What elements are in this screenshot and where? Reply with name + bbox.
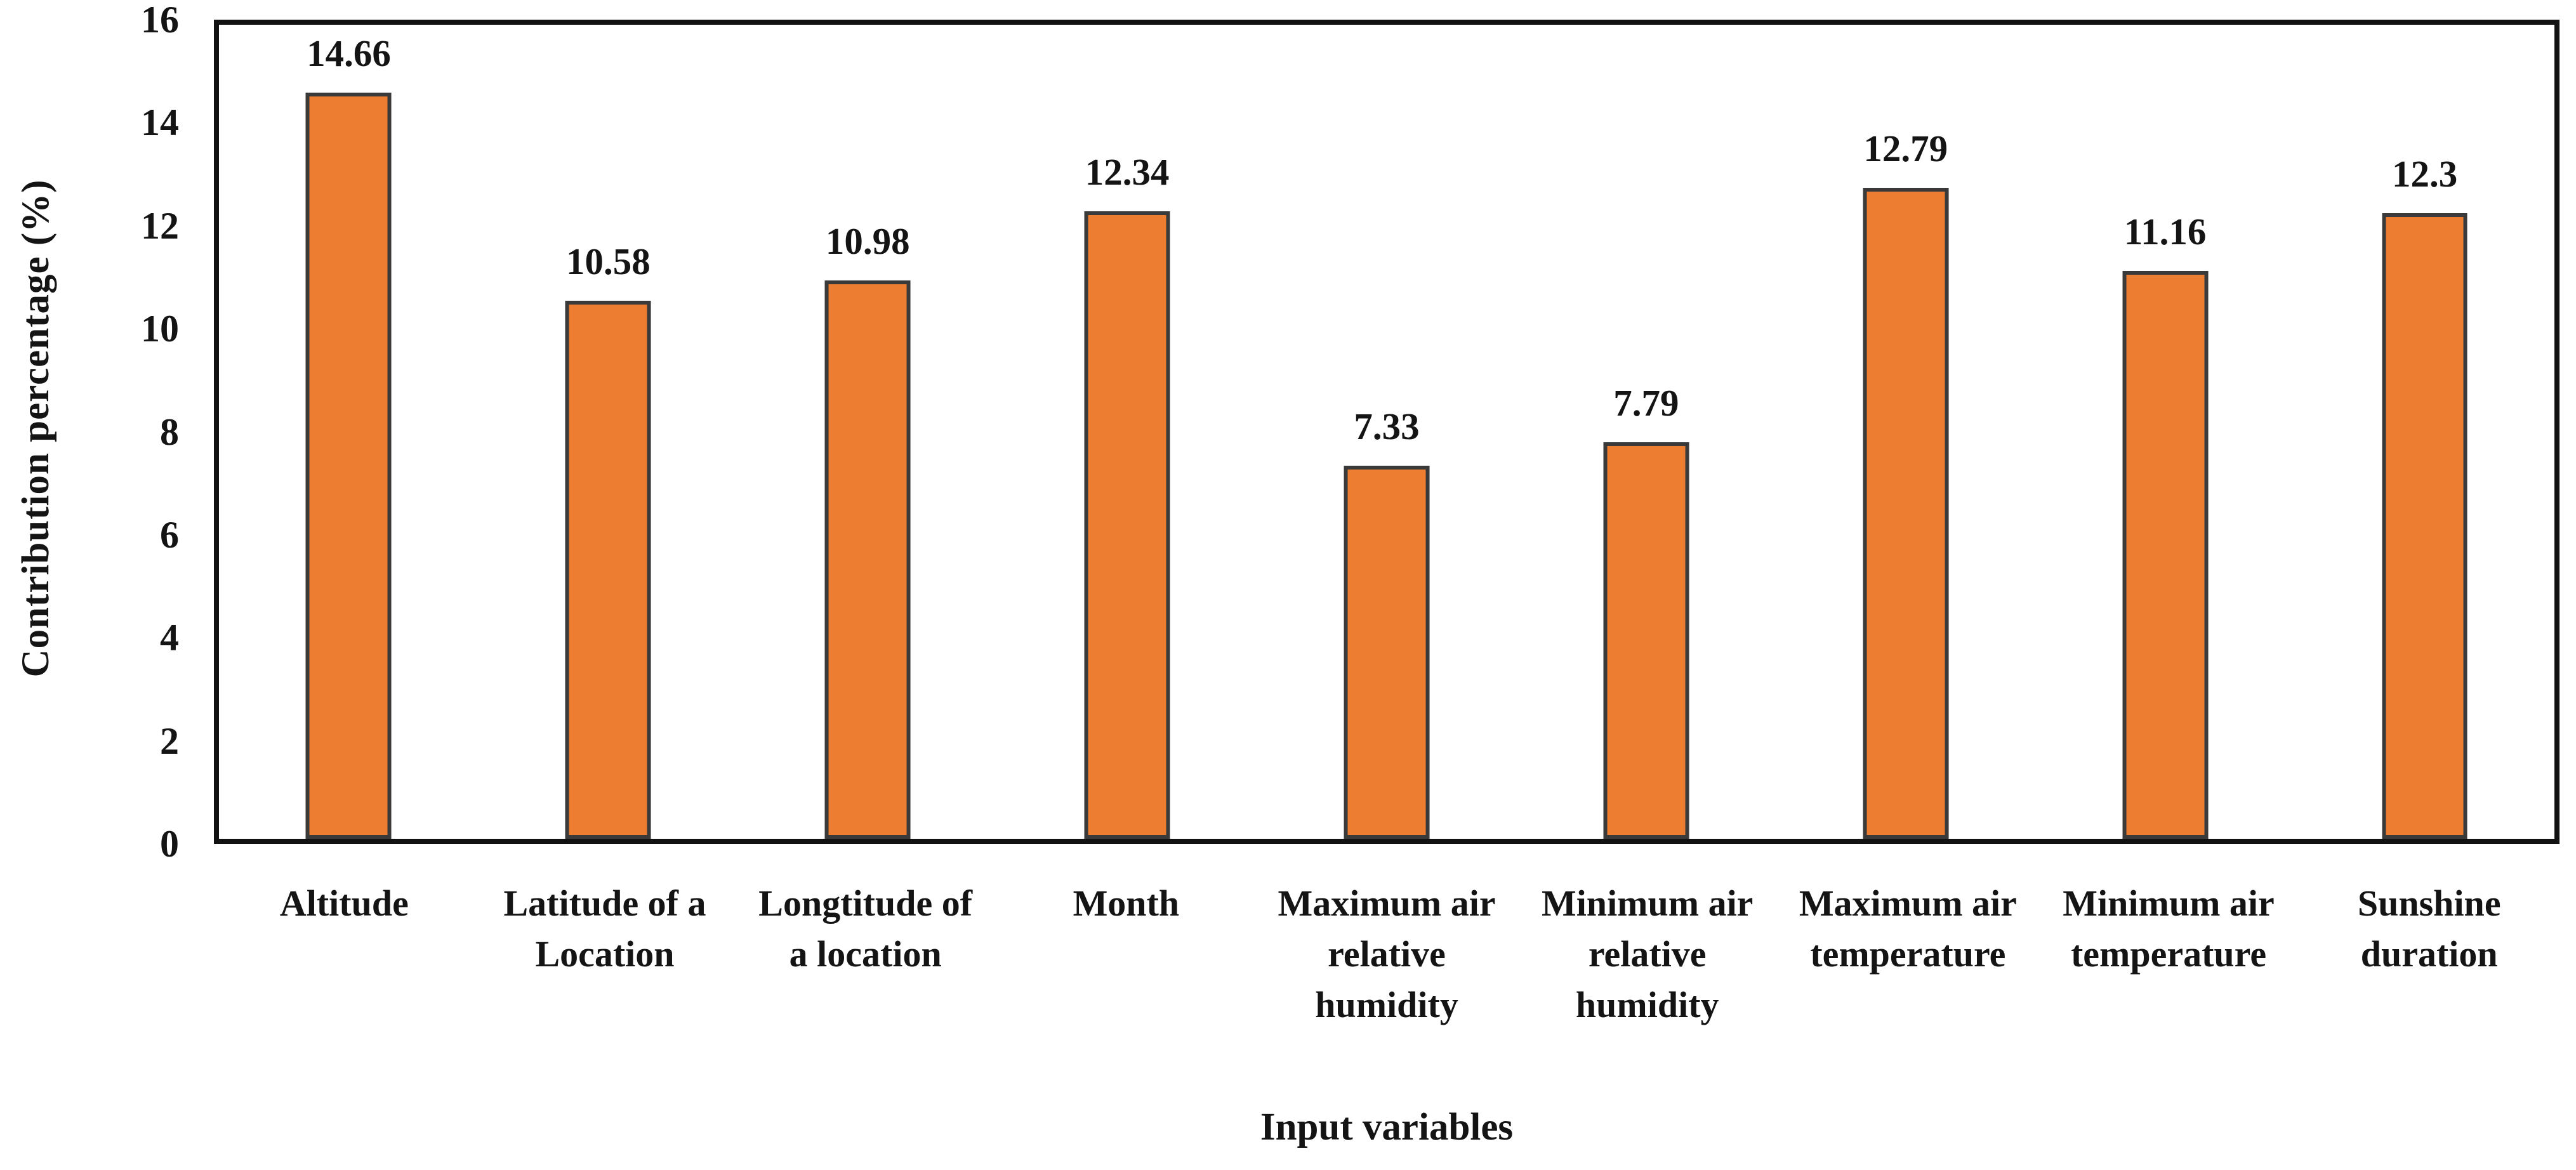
bar — [1603, 442, 1689, 839]
bar-slot: 12.79 — [1776, 25, 2035, 839]
y-tick-label: 16 — [141, 0, 179, 41]
bar-slot: 12.3 — [2295, 25, 2554, 839]
bar-slot: 7.79 — [1516, 25, 1776, 839]
x-category-label: Month — [1073, 883, 1180, 924]
bar-slot: 7.33 — [1257, 25, 1517, 839]
bar — [1084, 211, 1170, 839]
bar — [2122, 271, 2209, 839]
bar — [1863, 188, 1949, 839]
y-tick-label: 14 — [141, 102, 179, 144]
x-axis-title: Input variables — [1260, 1106, 1514, 1148]
y-tick-label: 0 — [160, 823, 179, 865]
y-tick-label: 10 — [141, 308, 179, 350]
y-tick-label: 12 — [141, 204, 179, 247]
bar-value-label: 14.66 — [307, 32, 391, 75]
y-tick-label: 8 — [160, 411, 179, 453]
x-category-label: Maximum air temperature — [1799, 883, 2017, 975]
y-tick-label: 2 — [160, 720, 179, 762]
x-category-label: Minimum air temperature — [2063, 883, 2275, 975]
x-category-label: Altitude — [279, 883, 409, 924]
bar-value-label: 12.34 — [1085, 150, 1170, 193]
bar-value-label: 12.3 — [2391, 152, 2458, 195]
bar-value-label: 11.16 — [2124, 211, 2207, 253]
x-category-label: Sunshine duration — [2357, 883, 2501, 975]
bar-slot: 14.66 — [219, 25, 479, 839]
bar-slot: 10.98 — [738, 25, 998, 839]
bar — [565, 300, 651, 839]
bar-value-label: 10.98 — [825, 220, 910, 262]
bar-slot: 10.58 — [479, 25, 738, 839]
y-tick-label: 6 — [160, 513, 179, 556]
x-axis-category-labels: Altitude Latitude of a Location Longtitude… — [214, 878, 2559, 1030]
bar-value-label: 7.33 — [1354, 405, 1420, 448]
x-category-label: Latitude of a Location — [503, 883, 706, 975]
bar — [2382, 213, 2468, 839]
bar-value-label: 12.79 — [1863, 128, 1948, 170]
bar-slot: 12.34 — [998, 25, 1257, 839]
bar — [1344, 466, 1430, 839]
bar-value-label: 7.79 — [1613, 382, 1679, 424]
x-category-label: Minimum air relative humidity — [1541, 883, 1754, 1026]
y-axis-tick-labels: 0 2 4 6 8 10 12 14 16 — [0, 1, 214, 863]
y-tick-label: 4 — [160, 617, 179, 659]
bar-slot: 11.16 — [2035, 25, 2295, 839]
x-category-label: Longtitude of a location — [758, 883, 973, 975]
x-category-label: Maximum air relative humidity — [1278, 883, 1496, 1026]
plot-area: 14.66 10.58 10.98 12.34 7.33 7.79 12.79 11.16 12… — [214, 20, 2559, 844]
bar — [305, 93, 392, 839]
bar-value-label: 10.58 — [565, 240, 651, 282]
bar — [824, 280, 911, 839]
